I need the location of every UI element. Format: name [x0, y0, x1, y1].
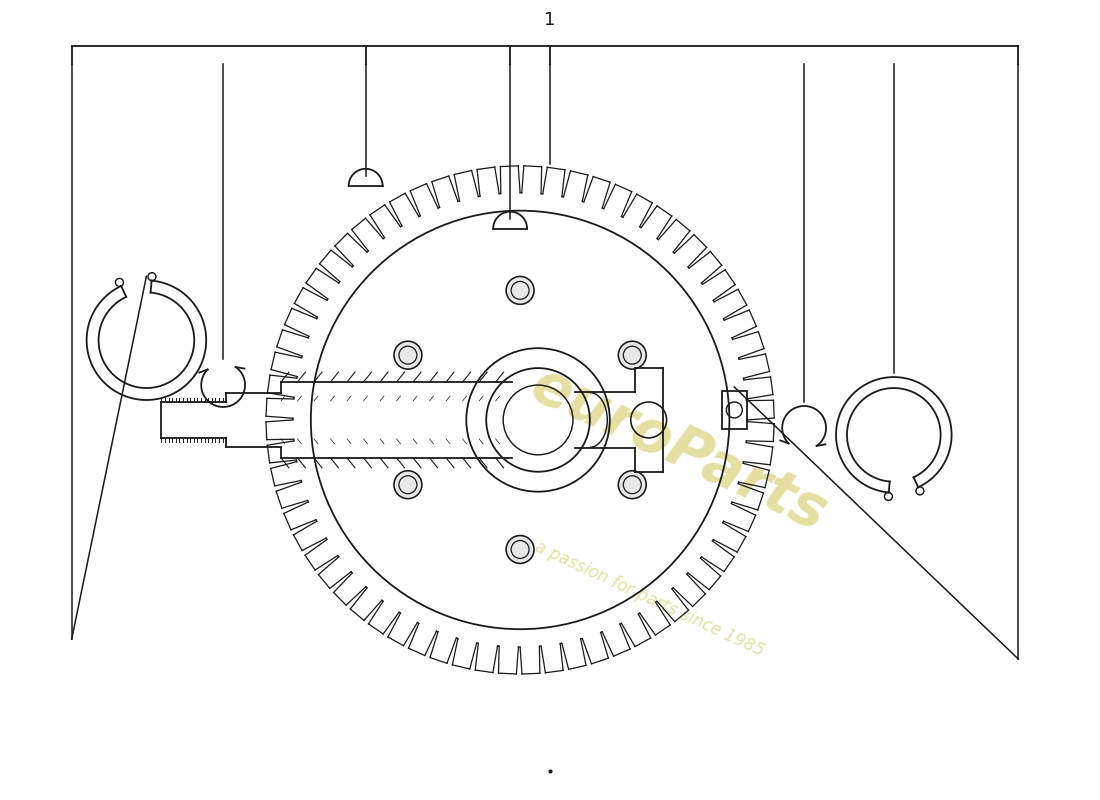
Text: 1: 1 [544, 11, 556, 30]
Circle shape [394, 342, 422, 369]
Circle shape [618, 342, 646, 369]
Text: a passion for parts since 1985: a passion for parts since 1985 [532, 538, 767, 661]
Circle shape [394, 470, 422, 498]
Text: euroParts: euroParts [522, 357, 836, 543]
Bar [722, 391, 747, 429]
Circle shape [618, 470, 646, 498]
Circle shape [506, 535, 535, 563]
Circle shape [506, 277, 535, 304]
